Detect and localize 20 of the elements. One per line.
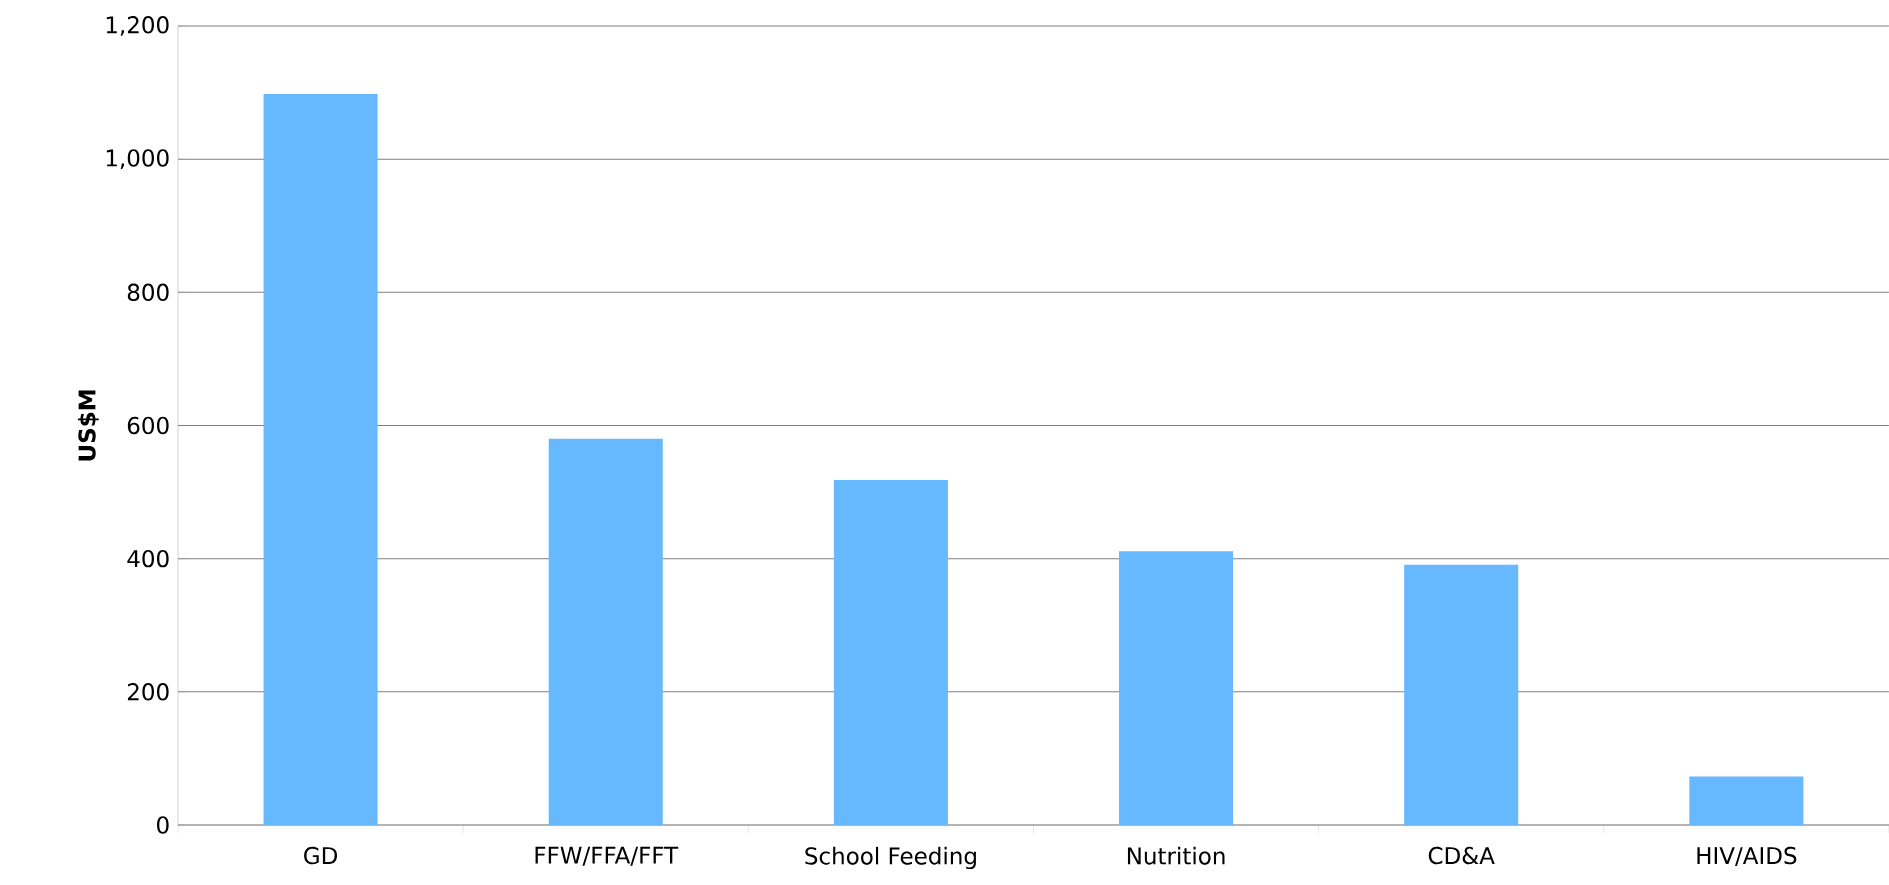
bar — [1119, 551, 1234, 825]
y-tick-label: 200 — [127, 683, 169, 701]
x-tick-label: HIV/AIDS — [1697, 846, 1797, 867]
bar — [833, 480, 948, 825]
y-tick-label: 400 — [127, 549, 169, 568]
bar — [1404, 564, 1519, 825]
y-tick-label: 1,000 — [106, 149, 169, 170]
x-tick-label: CD&A — [1428, 846, 1495, 865]
y-tick-label: 1,200 — [106, 16, 169, 36]
y-tick-label: 800 — [127, 283, 169, 302]
y-tick-label: 600 — [127, 416, 169, 435]
y-tick-label: 0 — [157, 816, 169, 834]
bar — [263, 93, 378, 825]
bar — [1689, 776, 1804, 825]
x-tick-label: FFW/FFA/FFT — [535, 846, 679, 866]
bar — [548, 438, 663, 825]
x-tick-label: Nutrition — [1127, 846, 1225, 865]
x-tick-label: School Feeding — [805, 846, 976, 870]
y-axis-title: US$M — [77, 390, 99, 461]
x-tick-label: GD — [304, 846, 338, 865]
